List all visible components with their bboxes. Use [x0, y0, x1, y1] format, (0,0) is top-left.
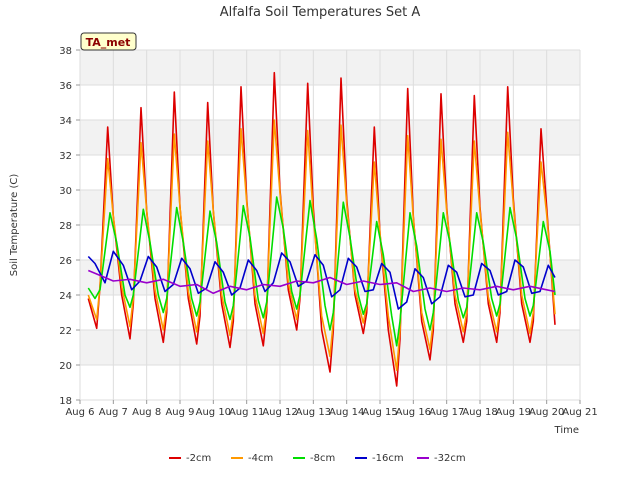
plot-band	[80, 85, 580, 120]
plot-band	[80, 155, 580, 190]
y-tick-label: 22	[59, 326, 72, 337]
legend-label: -8cm	[310, 453, 335, 464]
plot-band	[80, 225, 580, 260]
y-tick-label: 26	[59, 256, 72, 267]
legend-label: -4cm	[248, 453, 273, 464]
plot-band	[80, 190, 580, 225]
plot-band	[80, 330, 580, 365]
plot-band	[80, 50, 580, 85]
x-tick-label: Aug 8	[132, 407, 161, 418]
station-badge-box	[80, 32, 137, 51]
legend-label: -2cm	[186, 453, 211, 464]
x-tick-label: Aug 19	[496, 407, 531, 418]
series-line-minus-32cm	[87, 269, 556, 295]
x-tick-label: Aug 16	[396, 407, 431, 418]
station-badge-label: TA_met	[86, 36, 131, 49]
x-tick-label: Aug 15	[362, 407, 397, 418]
x-tick-label: Aug 12	[262, 407, 297, 418]
plot-band	[80, 120, 580, 155]
x-tick-label: Aug 14	[329, 407, 364, 418]
y-tick-label: 18	[59, 396, 72, 407]
x-tick-label: Aug 17	[429, 407, 464, 418]
x-tick-label: Aug 6	[65, 407, 94, 418]
legend-label: -32cm	[434, 453, 466, 464]
x-tick-label: Aug 9	[165, 407, 194, 418]
legend-item: -16cm	[355, 453, 404, 464]
legend: -2cm -4cm -8cm -16cm -32cm	[169, 453, 466, 464]
x-axis-label: Time	[554, 425, 579, 436]
chart-title: Alfalfa Soil Temperatures Set A	[220, 5, 421, 20]
y-tick-label: 28	[59, 221, 72, 232]
series-line-minus-8cm	[87, 196, 556, 347]
y-tick-label: 38	[59, 46, 72, 57]
y-tick-label: 30	[59, 186, 72, 197]
x-tick-label: Aug 18	[462, 407, 497, 418]
legend-item: -8cm	[293, 453, 335, 464]
x-tick-label: Aug 13	[296, 407, 331, 418]
x-tick-label: Aug 21	[562, 407, 597, 418]
legend-label: -16cm	[372, 453, 404, 464]
x-tick-label: Aug 11	[229, 407, 264, 418]
y-tick-label: 34	[59, 116, 72, 127]
y-axis-ticks: 18 20 22 24 26 28 30 32 34 36 38	[59, 46, 80, 407]
series-line-minus-16cm	[87, 250, 556, 310]
y-tick-label: 24	[59, 291, 72, 302]
legend-item: -32cm	[417, 453, 466, 464]
y-tick-label: 20	[59, 361, 72, 372]
legend-item: -4cm	[231, 453, 273, 464]
x-tick-label: Aug 10	[196, 407, 231, 418]
series-line-minus-2cm	[87, 71, 556, 387]
series-layer	[87, 71, 556, 387]
series-line-minus-4cm	[87, 119, 556, 372]
x-tick-label: Aug 7	[99, 407, 128, 418]
legend-item: -2cm	[169, 453, 211, 464]
station-badge: TA_met	[80, 32, 137, 51]
x-tick-label: Aug 20	[529, 407, 564, 418]
y-tick-label: 36	[59, 81, 72, 92]
y-axis-label: Soil Temperature (C)	[9, 174, 20, 277]
y-tick-label: 32	[59, 151, 72, 162]
